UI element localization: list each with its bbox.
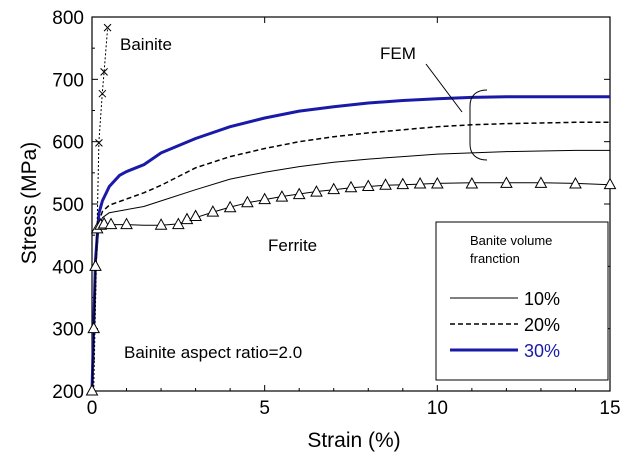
y-tick-label: 800 [52,8,84,29]
y-tick-label: 500 [52,195,84,216]
y-tick-label: 600 [52,133,84,154]
ferrite-marker [465,177,479,189]
legend-label-10: 10% [524,289,560,309]
x-tick-label: 0 [87,398,98,419]
legend-label-20: 20% [524,315,560,335]
ferrite-marker [430,177,444,189]
x-tick-label: 15 [599,398,620,419]
bainite-marker [100,67,108,76]
fem-leader-line [425,63,463,113]
ferrite-marker [154,218,168,230]
series-line-20 [91,121,610,392]
ferrite-marker [189,209,202,221]
series-line-bainite [93,29,108,392]
legend-title-line2: franction [470,251,520,266]
ferrite-marker [500,176,513,188]
fem-bracket [469,89,488,161]
ferrite-marker [344,180,358,193]
bainite-marker [98,89,107,98]
ferrite-marker [413,177,427,189]
bainite-marker [95,139,103,147]
ferrite-marker [241,195,254,208]
annotation-bainite: Bainite [120,35,172,54]
ferrite-marker [275,190,289,202]
ferrite-marker [180,212,194,225]
ferrite-marker [85,383,99,396]
bainite-marker [103,23,112,32]
legend: Banite volume franction 10% 20% 30% [435,221,609,381]
ferrite-marker [120,217,133,230]
ferrite-marker [292,187,306,200]
ferrite-marker [603,177,617,190]
ferrite-marker [206,205,220,217]
y-tick-label: 400 [52,257,84,278]
x-axis-label: Strain (%) [307,429,400,452]
ferrite-marker [396,177,410,190]
ferrite-marker [379,178,392,190]
ferrite-marker [104,217,118,230]
legend-label-30: 30% [524,341,560,361]
y-axis-label: Stress (MPa) [18,142,41,265]
y-tick-label: 700 [52,70,84,91]
ferrite-marker [89,259,102,271]
x-tick-label: 5 [259,398,270,419]
legend-box [435,221,609,381]
y-tick-label: 300 [52,320,84,341]
ferrite-marker [310,185,323,197]
series-line-30 [90,95,610,392]
legend-title-line1: Banite volume [470,233,552,248]
annotation-aspect-ratio: Bainite aspect ratio=2.0 [124,343,302,362]
x-tick-label: 10 [427,398,448,419]
annotation-fem: FEM [380,44,416,63]
ferrite-marker [361,179,375,192]
ferrite-marker [327,182,341,195]
ferrite-marker [534,176,548,188]
ferrite-marker [87,321,101,334]
annotation-ferrite: Ferrite [268,236,317,255]
y-tick-label: 200 [52,382,84,403]
axes: 0 5 10 15 200 300 400 500 600 700 800 [52,8,620,419]
ferrite-marker [569,177,582,189]
ferrite-marker [258,192,272,205]
ferrite-marker [223,200,237,213]
markers-layer [85,23,617,396]
series-line-10 [91,149,610,392]
